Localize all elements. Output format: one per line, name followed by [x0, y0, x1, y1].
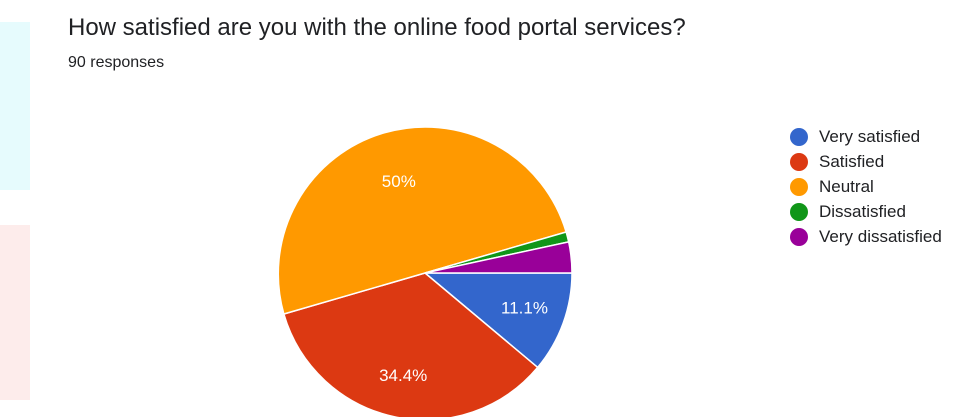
legend-swatch	[790, 152, 808, 171]
chart-legend: Very satisfied Satisfied Neutral Dissati…	[790, 124, 942, 249]
legend-label: Dissatisfied	[819, 201, 906, 221]
legend-item-satisfied[interactable]: Satisfied	[790, 149, 942, 174]
legend-label: Very satisfied	[819, 126, 921, 146]
legend-item-very-dissatisfied[interactable]: Very dissatisfied	[790, 224, 942, 249]
background-strip-pink	[0, 225, 30, 400]
legend-item-neutral[interactable]: Neutral	[790, 174, 942, 199]
legend-swatch	[790, 202, 808, 221]
response-count: 90 responses	[68, 54, 165, 71]
legend-label: Satisfied	[819, 151, 885, 171]
background-strip-cyan	[0, 22, 30, 190]
slice-label-very-satisfied: 11.1%	[501, 299, 548, 318]
pie-slice-very-dissatisfied[interactable]	[424, 240, 573, 274]
slice-label-neutral: 50%	[382, 172, 416, 191]
legend-label: Very dissatisfied	[819, 226, 942, 246]
legend-swatch	[790, 177, 808, 196]
question-title: How satisfied are you with the online fo…	[68, 14, 686, 41]
legend-swatch	[790, 227, 808, 246]
slice-label-satisfied: 34.4%	[379, 366, 427, 385]
legend-item-very-satisfied[interactable]: Very satisfied	[790, 124, 942, 149]
pie-slice-neutral[interactable]	[277, 126, 568, 315]
legend-item-dissatisfied[interactable]: Dissatisfied	[790, 199, 942, 224]
legend-swatch	[790, 127, 808, 146]
legend-label: Neutral	[819, 176, 874, 196]
pie-slice-very-satisfied[interactable]	[422, 272, 573, 369]
